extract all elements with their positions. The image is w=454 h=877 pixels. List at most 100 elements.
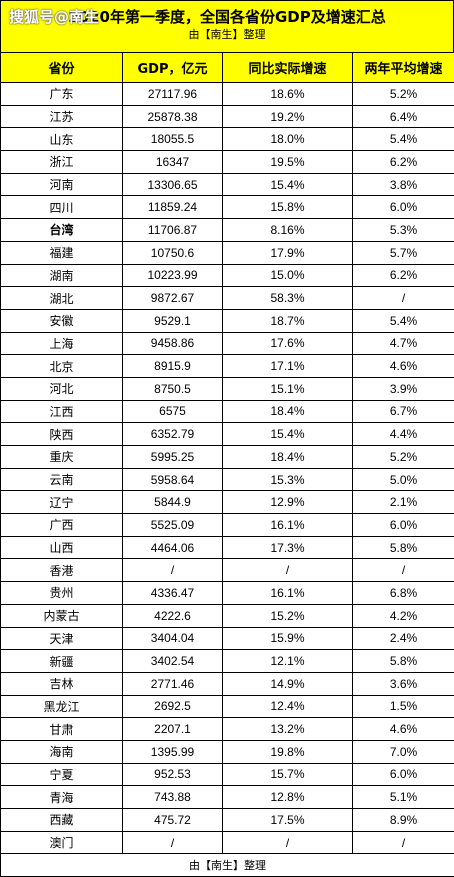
yoy-growth-cell: 17.9% bbox=[223, 241, 353, 264]
province-cell: 青海 bbox=[1, 786, 123, 809]
province-cell: 西藏 bbox=[1, 809, 123, 832]
two-year-avg-cell: 6.7% bbox=[353, 400, 454, 423]
yoy-growth-cell: / bbox=[223, 559, 353, 582]
footer-note: 由【南生】整理 bbox=[1, 854, 454, 877]
gdp-cell: 2771.46 bbox=[123, 672, 223, 695]
province-cell: 贵州 bbox=[1, 582, 123, 605]
yoy-growth-cell: 17.6% bbox=[223, 332, 353, 355]
two-year-avg-cell: 5.2% bbox=[353, 83, 454, 106]
yoy-growth-cell: 16.1% bbox=[223, 582, 353, 605]
gdp-cell: 5844.9 bbox=[123, 491, 223, 514]
gdp-cell: / bbox=[123, 559, 223, 582]
gdp-cell: 2207.1 bbox=[123, 718, 223, 741]
gdp-cell: 1395.99 bbox=[123, 740, 223, 763]
yoy-growth-cell: 14.9% bbox=[223, 672, 353, 695]
province-cell: 新疆 bbox=[1, 650, 123, 673]
province-cell: 浙江 bbox=[1, 151, 123, 174]
gdp-cell: 11706.87 bbox=[123, 219, 223, 242]
province-cell: 宁夏 bbox=[1, 763, 123, 786]
two-year-avg-cell: 4.7% bbox=[353, 332, 454, 355]
yoy-growth-cell: 16.1% bbox=[223, 514, 353, 537]
gdp-cell: 18055.5 bbox=[123, 128, 223, 151]
province-cell: 山东 bbox=[1, 128, 123, 151]
two-year-avg-cell: 5.1% bbox=[353, 786, 454, 809]
province-cell: 广西 bbox=[1, 514, 123, 537]
province-cell: 云南 bbox=[1, 468, 123, 491]
two-year-avg-cell: 5.7% bbox=[353, 241, 454, 264]
province-cell: 重庆 bbox=[1, 446, 123, 469]
two-year-avg-cell: 5.4% bbox=[353, 309, 454, 332]
two-year-avg-cell: 2.4% bbox=[353, 627, 454, 650]
yoy-growth-cell: 58.3% bbox=[223, 287, 353, 310]
gdp-cell: 8750.5 bbox=[123, 377, 223, 400]
two-year-avg-cell: 3.8% bbox=[353, 173, 454, 196]
two-year-avg-cell: 4.4% bbox=[353, 423, 454, 446]
gdp-cell: 4336.47 bbox=[123, 582, 223, 605]
table-row: 香港/// bbox=[1, 559, 454, 582]
two-year-avg-cell: 6.2% bbox=[353, 151, 454, 174]
two-year-avg-cell: 7.0% bbox=[353, 740, 454, 763]
yoy-growth-cell: 15.4% bbox=[223, 423, 353, 446]
two-year-avg-cell: 3.6% bbox=[353, 672, 454, 695]
yoy-growth-cell: 17.5% bbox=[223, 809, 353, 832]
col-header-two-year-avg: 两年平均增速 bbox=[353, 53, 454, 83]
title-block: 2020年第一季度，全国各省份GDP及增速汇总 搜狐号@南生 由【南生】整理 bbox=[0, 0, 454, 52]
two-year-avg-cell: 2.1% bbox=[353, 491, 454, 514]
two-year-avg-cell: 6.0% bbox=[353, 763, 454, 786]
two-year-avg-cell: 6.8% bbox=[353, 582, 454, 605]
province-cell: 澳门 bbox=[1, 831, 123, 854]
table-row: 澳门/// bbox=[1, 831, 454, 854]
gdp-cell: 27117.96 bbox=[123, 83, 223, 106]
province-cell: 黑龙江 bbox=[1, 695, 123, 718]
yoy-growth-cell: 17.1% bbox=[223, 355, 353, 378]
gdp-cell: 5525.09 bbox=[123, 514, 223, 537]
yoy-growth-cell: 12.9% bbox=[223, 491, 353, 514]
gdp-cell: 9872.67 bbox=[123, 287, 223, 310]
two-year-avg-cell: 8.9% bbox=[353, 809, 454, 832]
gdp-cell: 4222.6 bbox=[123, 604, 223, 627]
province-cell: 湖南 bbox=[1, 264, 123, 287]
yoy-growth-cell: 12.8% bbox=[223, 786, 353, 809]
two-year-avg-cell: 6.0% bbox=[353, 514, 454, 537]
gdp-cell: 10750.6 bbox=[123, 241, 223, 264]
gdp-summary-sheet: 2020年第一季度，全国各省份GDP及增速汇总 搜狐号@南生 由【南生】整理 省… bbox=[0, 0, 454, 852]
two-year-avg-cell: 6.4% bbox=[353, 105, 454, 128]
col-header-gdp: GDP，亿元 bbox=[123, 53, 223, 83]
col-header-yoy-growth: 同比实际增速 bbox=[223, 53, 353, 83]
province-cell: 山西 bbox=[1, 536, 123, 559]
province-cell: 福建 bbox=[1, 241, 123, 264]
header-row: 省份 GDP，亿元 同比实际增速 两年平均增速 bbox=[1, 53, 454, 83]
province-cell: 天津 bbox=[1, 627, 123, 650]
footer-row: 由【南生】整理 bbox=[1, 854, 454, 877]
gdp-cell: 11859.24 bbox=[123, 196, 223, 219]
gdp-cell: 3402.54 bbox=[123, 650, 223, 673]
province-cell: 四川 bbox=[1, 196, 123, 219]
province-cell: 河北 bbox=[1, 377, 123, 400]
yoy-growth-cell: 18.7% bbox=[223, 309, 353, 332]
two-year-avg-cell: / bbox=[353, 559, 454, 582]
gdp-cell: 9458.86 bbox=[123, 332, 223, 355]
province-cell: 香港 bbox=[1, 559, 123, 582]
yoy-growth-cell: 18.4% bbox=[223, 446, 353, 469]
yoy-growth-cell: 18.4% bbox=[223, 400, 353, 423]
yoy-growth-cell: 15.0% bbox=[223, 264, 353, 287]
gdp-cell: 5958.64 bbox=[123, 468, 223, 491]
yoy-growth-cell: 19.2% bbox=[223, 105, 353, 128]
